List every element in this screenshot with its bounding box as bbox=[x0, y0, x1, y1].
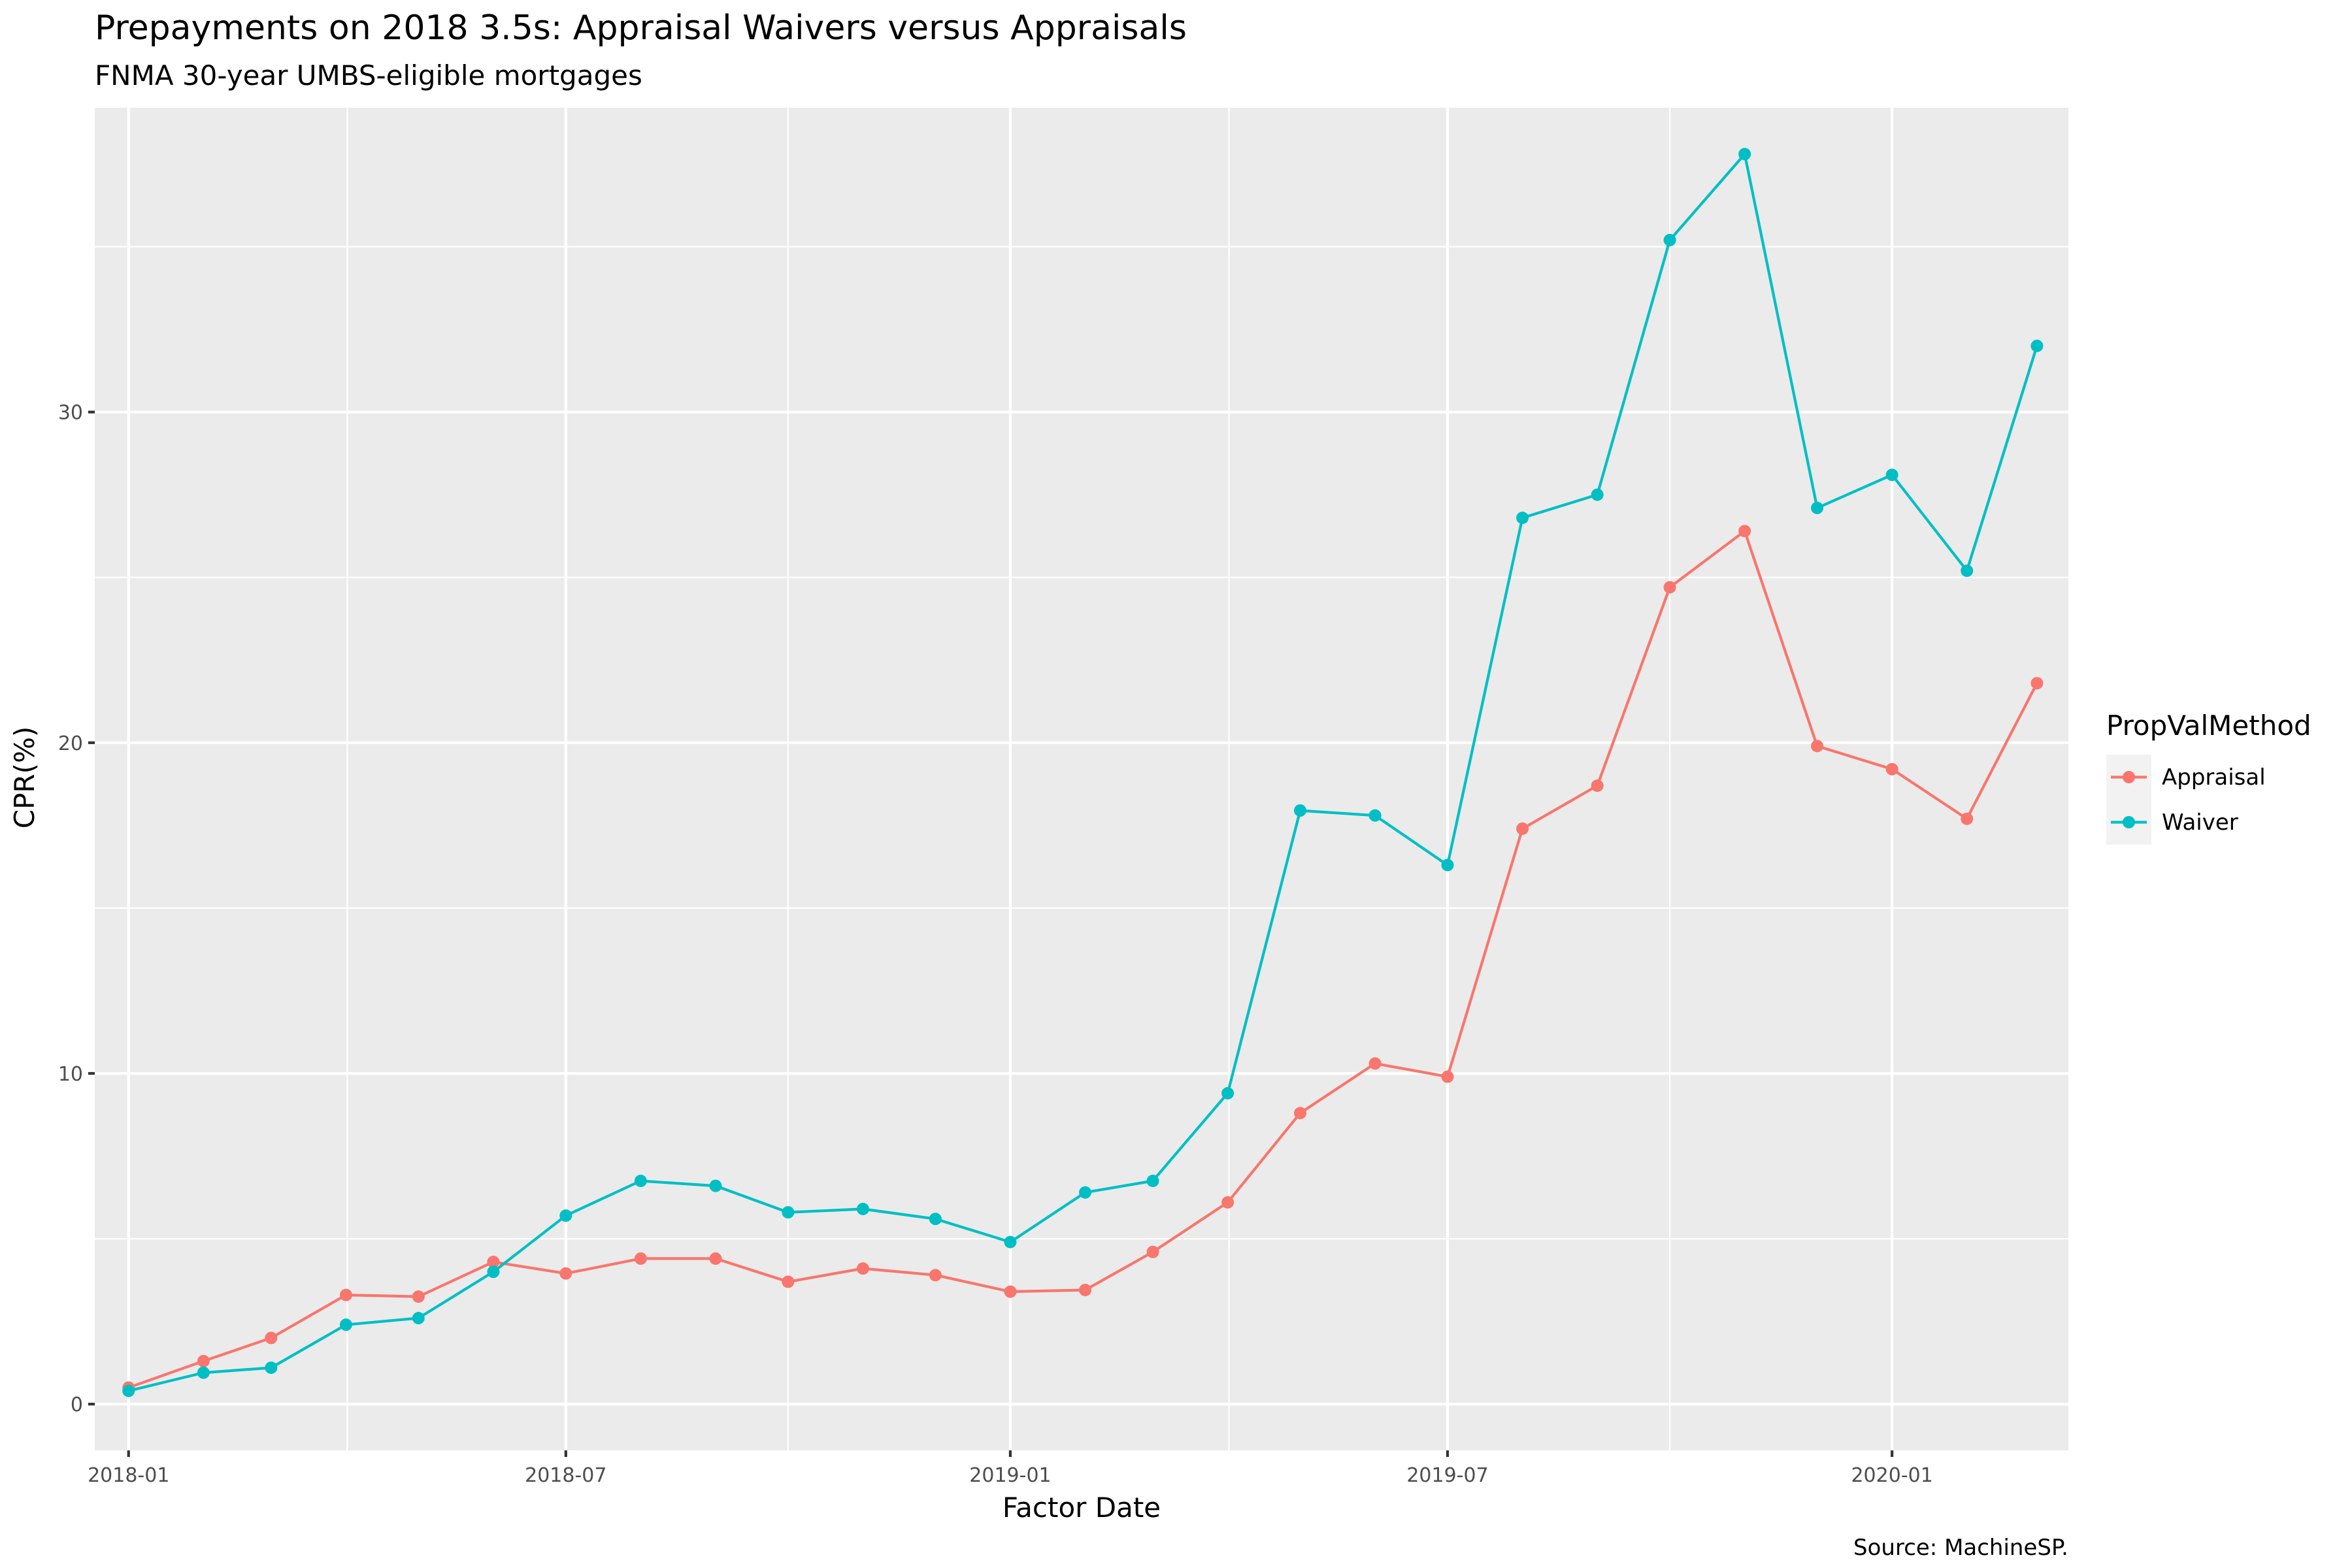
data-point-appraisal bbox=[1591, 779, 1604, 792]
data-point-appraisal bbox=[412, 1290, 425, 1303]
data-point-waiver bbox=[559, 1209, 572, 1222]
data-point-appraisal bbox=[634, 1252, 647, 1265]
data-point-waiver bbox=[2030, 339, 2044, 352]
data-point-appraisal bbox=[709, 1252, 722, 1265]
data-point-appraisal bbox=[929, 1269, 942, 1282]
legend-title: PropValMethod bbox=[2106, 710, 2311, 742]
x-axis-title: Factor Date bbox=[1002, 1492, 1161, 1524]
plot-panel bbox=[95, 108, 2068, 1450]
data-point-waiver bbox=[1961, 564, 1974, 578]
data-point-appraisal bbox=[2030, 677, 2044, 690]
y-tick-label: 20 bbox=[58, 732, 83, 755]
data-point-waiver bbox=[634, 1174, 647, 1187]
x-tick-label: 2019-01 bbox=[969, 1464, 1051, 1487]
data-point-waiver bbox=[1516, 512, 1529, 525]
data-point-waiver bbox=[265, 1361, 278, 1374]
data-point-waiver bbox=[487, 1266, 500, 1279]
data-point-waiver bbox=[339, 1318, 352, 1331]
data-point-waiver bbox=[197, 1366, 210, 1379]
data-point-appraisal bbox=[1663, 581, 1676, 594]
data-point-appraisal bbox=[1516, 822, 1529, 835]
legend-label-waiver: Waiver bbox=[2162, 809, 2238, 836]
y-tick-label: 10 bbox=[58, 1063, 83, 1086]
data-point-appraisal bbox=[1961, 812, 1974, 825]
data-point-appraisal bbox=[265, 1331, 278, 1345]
x-tick-label: 2018-01 bbox=[88, 1464, 169, 1487]
x-tick-label: 2019-07 bbox=[1406, 1464, 1488, 1487]
data-point-waiver bbox=[1663, 233, 1676, 246]
data-point-waiver bbox=[1591, 488, 1604, 501]
data-point-waiver bbox=[1885, 468, 1898, 482]
data-point-appraisal bbox=[1811, 740, 1824, 753]
chart-subtitle: FNMA 30-year UMBS-eligible mortgages bbox=[95, 59, 642, 91]
data-point-appraisal bbox=[1441, 1070, 1454, 1083]
y-axis-title: CPR(%) bbox=[8, 727, 41, 829]
axes: 0 10 20 30 2018-01 2018-07 2019-01 2019-07 2020-… bbox=[58, 402, 1933, 1487]
data-point-waiver bbox=[1368, 809, 1382, 822]
y-tick-label: 0 bbox=[71, 1394, 83, 1416]
data-point-appraisal bbox=[1368, 1057, 1382, 1070]
x-tick-label: 2020-01 bbox=[1851, 1464, 1932, 1487]
data-point-appraisal bbox=[197, 1354, 210, 1367]
data-point-appraisal bbox=[1221, 1196, 1234, 1209]
data-point-appraisal bbox=[1004, 1285, 1017, 1298]
data-point-waiver bbox=[929, 1213, 942, 1226]
data-point-appraisal bbox=[487, 1255, 500, 1268]
data-point-waiver bbox=[1221, 1086, 1234, 1100]
data-point-appraisal bbox=[1146, 1245, 1159, 1258]
data-point-appraisal bbox=[1885, 762, 1898, 776]
data-point-waiver bbox=[122, 1384, 135, 1397]
data-point-appraisal bbox=[1738, 525, 1751, 538]
data-point-waiver bbox=[412, 1312, 425, 1325]
data-point-waiver bbox=[709, 1179, 722, 1192]
data-point-waiver bbox=[1294, 804, 1307, 817]
y-tick-label: 30 bbox=[58, 402, 83, 425]
data-point-appraisal bbox=[782, 1275, 795, 1288]
data-point-waiver bbox=[1004, 1235, 1017, 1249]
data-point-appraisal bbox=[559, 1267, 572, 1280]
data-point-appraisal bbox=[1294, 1107, 1307, 1120]
data-point-waiver bbox=[856, 1203, 869, 1216]
legend-label-appraisal: Appraisal bbox=[2162, 764, 2266, 791]
data-point-waiver bbox=[1079, 1186, 1092, 1199]
data-point-waiver bbox=[1146, 1174, 1159, 1187]
series-lines bbox=[122, 148, 2044, 1397]
caption: Source: MachineSP. bbox=[1853, 1535, 2068, 1561]
grid-lines bbox=[95, 108, 2068, 1450]
x-tick-label: 2018-07 bbox=[525, 1464, 606, 1487]
data-point-waiver bbox=[782, 1206, 795, 1219]
legend-point-waiver bbox=[2123, 816, 2135, 828]
legend-point-appraisal bbox=[2123, 771, 2135, 783]
data-point-waiver bbox=[1811, 501, 1824, 514]
data-point-waiver bbox=[1738, 148, 1751, 161]
data-point-appraisal bbox=[1079, 1284, 1092, 1297]
chart-title: Prepayments on 2018 3.5s: Appraisal Waiv… bbox=[95, 8, 1187, 48]
data-point-appraisal bbox=[856, 1262, 869, 1275]
data-point-appraisal bbox=[339, 1288, 352, 1301]
data-point-waiver bbox=[1441, 858, 1454, 872]
legend: PropValMethod Appraisal Waiver bbox=[2106, 710, 2311, 845]
